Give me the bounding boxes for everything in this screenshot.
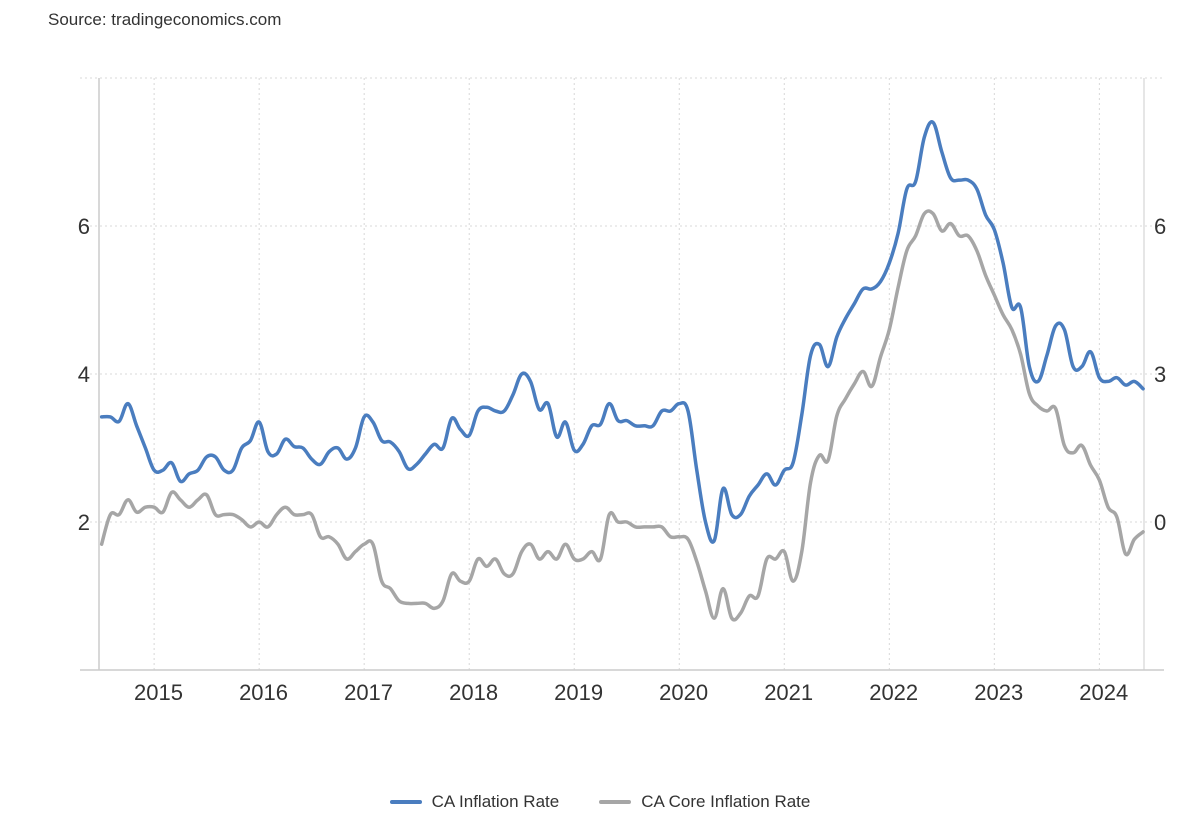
x-tick-label: 2021 [764,680,813,705]
legend-swatch-core-inflation [599,800,632,804]
y-left-tick-label: 4 [78,362,90,387]
x-tick-label: 2024 [1079,680,1128,705]
x-tick-label: 2019 [554,680,603,705]
x-tick-label: 2018 [449,680,498,705]
grid [80,77,1164,670]
x-tick-label: 2020 [659,680,708,705]
legend-item-core-inflation[interactable]: CA Core Inflation Rate [599,792,810,812]
legend-item-inflation[interactable]: CA Inflation Rate [389,792,560,812]
axes [80,78,1164,671]
legend-label-core-inflation: CA Core Inflation Rate [641,792,811,811]
x-tick-label: 2016 [239,680,288,705]
legend-label-inflation: CA Inflation Rate [431,792,560,811]
series-layer [99,120,1145,622]
tick-labels: 2015 2016 2017 2018 2019 2020 2021 2022 2023 2024… [78,214,1167,705]
y-left-tick-label: 2 [78,510,90,535]
x-tick-label: 2017 [344,680,393,705]
chart-area: 2015 2016 2017 2018 2019 2020 2021 2022 2023 2024… [78,77,1167,705]
y-right-tick-label: 6 [1154,214,1166,239]
y-left-tick-label: 6 [78,214,90,239]
x-tick-label: 2022 [869,680,918,705]
y-right-tick-label: 0 [1154,510,1166,535]
x-tick-label: 2023 [974,680,1023,705]
y-right-tick-label: 3 [1154,362,1166,387]
core-inflation-rate-line [99,209,1145,622]
x-tick-label: 2015 [134,680,183,705]
legend-swatch-inflation [389,800,422,804]
legend: CA Inflation Rate CA Core Inflation Rate [0,792,1200,812]
inflation-rate-line [99,120,1145,544]
source-label: Source: tradingeconomics.com [48,10,282,29]
